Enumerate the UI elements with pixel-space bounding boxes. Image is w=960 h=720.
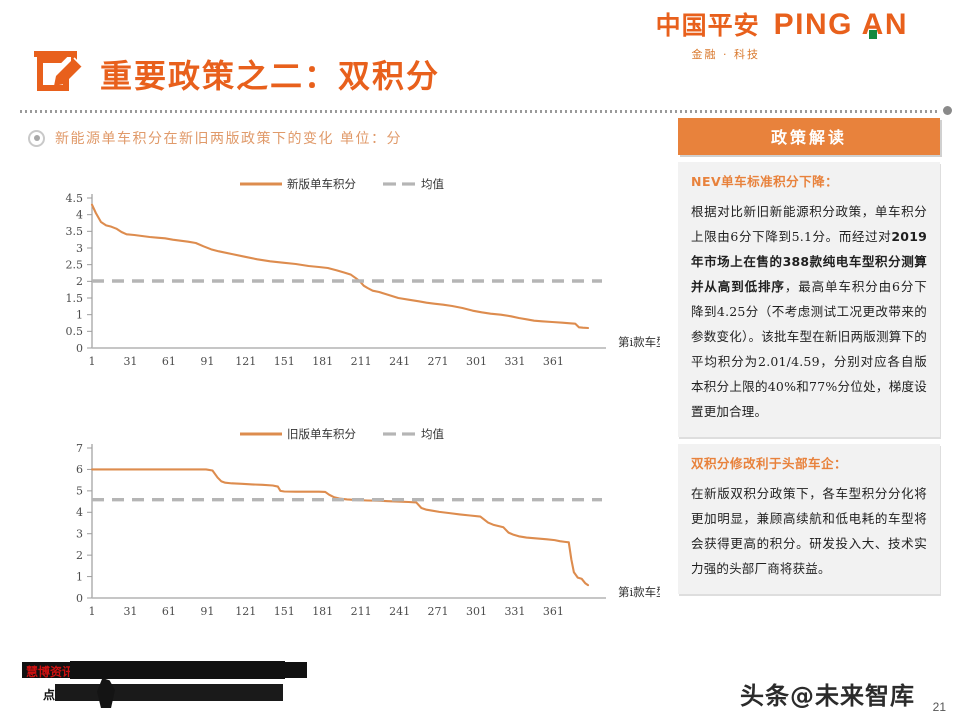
page-title-row: 重要政策之二：双积分 <box>30 48 440 100</box>
chart-subtitle: 新能源单车积分在新旧两版政策下的变化 单位：分 <box>55 131 402 147</box>
chart2-xtick: 211 <box>351 605 372 618</box>
chart1-xtick: 31 <box>123 355 137 368</box>
chart2-xtick: 271 <box>428 605 449 618</box>
chart1-xtick: 91 <box>200 355 214 368</box>
policy-panel-header: 政策解读 <box>678 118 940 155</box>
redaction-blob-icon <box>97 678 115 708</box>
source-credit-text-2: 点 <box>43 688 56 702</box>
chart2-ytick: 1 <box>76 570 83 583</box>
radio-bullet-icon <box>28 129 45 147</box>
chart1-ytick: 3 <box>76 242 83 255</box>
page-number: 21 <box>932 700 946 714</box>
chart2-plot <box>90 468 602 587</box>
chart-new-version: 0 0.5 1 1.5 2 2.5 3 3.5 4 4.5 1 31 61 91 121 151 181 211… <box>40 170 661 395</box>
chart2-ytick: 0 <box>76 592 83 605</box>
chart1-ytick: 2 <box>76 275 83 288</box>
brand-name-en-text: PING AN <box>773 8 908 41</box>
redaction-bar-bottom <box>55 684 283 701</box>
policy-card-2: 双积分修改利于头部车企： 在新版双积分政策下，各车型积分分化将更加明显，兼顾高续… <box>678 443 940 594</box>
chart1-xtick: 271 <box>428 355 449 368</box>
divider-end-dot-icon <box>943 106 952 115</box>
chart1-ytick: 2.5 <box>66 258 84 271</box>
brand-green-dot-icon <box>869 30 877 39</box>
policy-card-1-body: 根据对比新旧新能源积分政策，单车积分上限由6分下降到5.1分。而经过对2019年… <box>691 203 928 419</box>
chart2-legend-item: 均值 <box>421 427 444 441</box>
edit-square-icon <box>30 48 83 100</box>
chart2-xtick: 61 <box>162 605 176 618</box>
chart1-plot <box>90 203 602 330</box>
chart2-ytick: 2 <box>76 549 83 562</box>
chart1-xtick: 61 <box>162 355 176 368</box>
chart1-ytick: 0 <box>76 342 83 355</box>
chart1-series-line <box>90 203 590 330</box>
chart-subtitle-row: 新能源单车积分在新旧两版政策下的变化 单位：分 <box>28 128 402 148</box>
chart1-xtick: 181 <box>312 355 333 368</box>
policy-card-2-title: 双积分修改利于头部车企： <box>691 455 848 471</box>
chart2-ytick: 7 <box>76 442 83 455</box>
chart-new-version-svg: 0 0.5 1 1.5 2 2.5 3 3.5 4 4.5 1 31 61 91 121 151 181 211… <box>66 177 661 368</box>
chart2-ytick: 6 <box>76 463 83 476</box>
chart1-xtick: 121 <box>235 355 256 368</box>
chart1-yaxis-ticks: 0 0.5 1 1.5 2 2.5 3 3.5 4 4.5 <box>66 192 93 355</box>
chart2-ytick: 5 <box>76 485 83 498</box>
chart1-xtick: 331 <box>504 355 525 368</box>
chart2-xaxis-ticks: 1 31 61 91 121 151 181 211 241 271 301 331 361 第i款车型 <box>89 585 661 618</box>
chart2-xtick: 91 <box>200 605 214 618</box>
source-credit-text: 慧博资讯 <box>26 665 75 679</box>
policy-card-2-body: 在新版双积分政策下，各车型积分分化将更加明显，兼顾高续航和低电耗的车型将会获得更… <box>691 485 927 576</box>
chart2-legend-item: 旧版单车积分 <box>287 427 356 441</box>
chart2-xtick: 301 <box>466 605 487 618</box>
page-title: 重要政策之二：双积分 <box>100 57 441 95</box>
chart2-xtick: 181 <box>312 605 333 618</box>
chart1-xtick: 361 <box>543 355 564 368</box>
chart1-ytick: 1 <box>76 308 83 321</box>
brand-name-cn: 中国平安 <box>655 10 760 40</box>
redaction-bar-top-overlay <box>70 661 285 679</box>
chart1-xaxis-ticks: 1 31 61 91 121 151 181 211 241 271 301 331 361 第i款车型 <box>89 335 661 368</box>
chart2-ytick: 3 <box>76 528 83 541</box>
chart1-xaxis-label: 第i款车型 <box>618 335 660 349</box>
chart1-ytick: 0.5 <box>66 325 84 338</box>
policy-panel: 政策解读 NEV单车标准积分下降： 根据对比新旧新能源积分政策，单车积分上限由6… <box>678 118 940 594</box>
chart2-series-line <box>90 468 590 587</box>
chart2-legend: 旧版单车积分 均值 <box>240 427 444 441</box>
chart2-xtick: 331 <box>504 605 525 618</box>
brand-logo-row: 中国平安 PING AN <box>656 10 908 40</box>
brand-tagline: 金融 · 科技 <box>691 48 761 61</box>
chart2-xtick: 361 <box>543 605 564 618</box>
brand-name-en: PING AN <box>774 10 908 40</box>
chart2-xtick: 1 <box>89 605 96 618</box>
chart2-ytick: 4 <box>76 506 83 519</box>
chart2-yaxis-ticks: 0 1 2 3 4 5 6 7 <box>76 442 93 605</box>
chart1-xtick: 241 <box>389 355 410 368</box>
chart1-legend: 新版单车积分 均值 <box>240 177 444 191</box>
chart1-xtick: 151 <box>274 355 295 368</box>
chart2-xtick: 121 <box>235 605 256 618</box>
chart1-ytick: 4.5 <box>66 192 84 205</box>
chart1-legend-item: 均值 <box>421 177 444 191</box>
chart1-xtick: 1 <box>89 355 96 368</box>
chart1-ytick: 3.5 <box>66 225 84 238</box>
policy-card-1: NEV单车标准积分下降： 根据对比新旧新能源积分政策，单车积分上限由6分下降到5… <box>678 162 940 437</box>
brand-logo: 中国平安 PING AN 金融 · 科技 <box>656 10 908 62</box>
chart1-xtick: 211 <box>351 355 372 368</box>
chart2-xtick: 151 <box>274 605 295 618</box>
policy-card-1-title: NEV单车标准积分下降： <box>691 174 839 189</box>
title-divider <box>20 110 940 113</box>
chart1-legend-item: 新版单车积分 <box>287 177 356 191</box>
chart1-xtick: 301 <box>466 355 487 368</box>
chart2-xaxis-label: 第i款车型 <box>618 585 660 599</box>
chart1-ytick: 4 <box>76 208 83 221</box>
chart2-xtick: 31 <box>123 605 137 618</box>
watermark: 头条@未来智库 <box>740 682 915 710</box>
chart2-xtick: 241 <box>389 605 410 618</box>
chart1-ytick: 1.5 <box>66 292 84 305</box>
